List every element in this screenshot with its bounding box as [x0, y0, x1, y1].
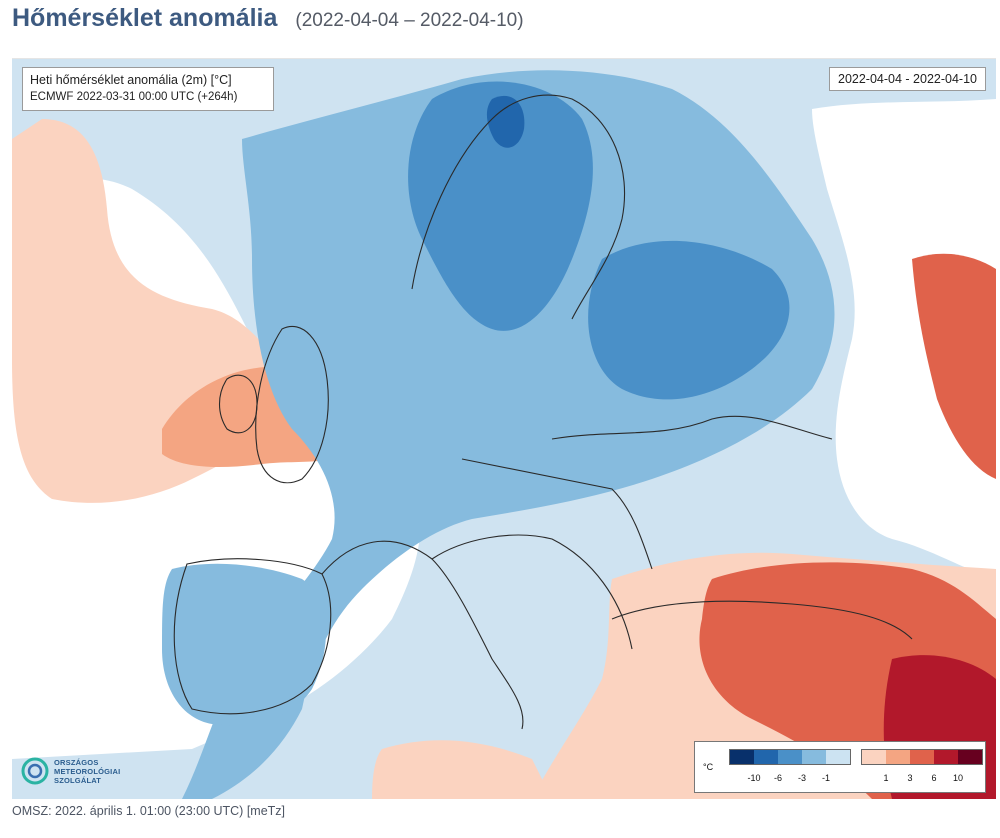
- legend-warm-tick-1: 3: [907, 773, 913, 783]
- legend-warm-swatch-3: [934, 750, 958, 764]
- legend-cold-tick-0: -10: [747, 773, 761, 783]
- norway-core-cold: [486, 95, 525, 148]
- map-date-box: 2022-04-04 - 2022-04-10: [829, 67, 986, 91]
- iberia-coast: [173, 558, 332, 715]
- coastlines-borders: [173, 94, 913, 730]
- legend-warm-bar: [861, 749, 983, 765]
- caucasus-warm-patch: [912, 253, 996, 479]
- footer-source: OMSZ: 2022. április 1. 01:00 (23:00 UTC)…: [12, 804, 286, 818]
- legend-warm-tick-3: 10: [952, 773, 964, 783]
- legend-cold-swatch-3: [802, 750, 826, 764]
- logo-line2: METEOROLÓGIAI: [54, 766, 121, 776]
- color-legend: °C -10 -6 -3 -1 1 3 6 10: [694, 741, 986, 793]
- legend-warm-tick-2: 6: [931, 773, 937, 783]
- north-africa-warm: [372, 740, 552, 799]
- italy-coast: [431, 558, 524, 730]
- map-info-title: Heti hőmérséklet anomália (2m) [°C]: [30, 73, 232, 87]
- anomaly-map[interactable]: Heti hőmérséklet anomália (2m) [°C] ECMW…: [12, 58, 996, 799]
- omsz-logo-icon: [21, 757, 49, 785]
- russia-neutral-zone: [812, 99, 996, 579]
- central-border: [461, 458, 653, 570]
- iberia-cold-zone: [162, 563, 326, 726]
- omsz-logo-text: ORSZÁGOS METEOROLÓGIAI SZOLGÁLAT: [54, 758, 120, 785]
- omsz-logo: ORSZÁGOS METEOROLÓGIAI SZOLGÁLAT: [20, 749, 144, 793]
- turkey-coast: [611, 600, 913, 640]
- page-title: Hőmérséklet anomália: [12, 4, 278, 32]
- mainland-coast: [321, 534, 633, 650]
- legend-warm-swatch-4: [958, 750, 982, 764]
- legend-cold-swatch-2: [778, 750, 802, 764]
- legend-warm-swatch-0: [862, 750, 886, 764]
- legend-warm-swatch-2: [910, 750, 934, 764]
- legend-unit: °C: [703, 762, 714, 772]
- scandinavia-coast: [411, 94, 626, 320]
- legend-cold-tick-2: -3: [797, 773, 807, 783]
- uk-coast: [255, 325, 329, 484]
- date-range-subtitle: (2022-04-04 – 2022-04-10): [295, 10, 524, 31]
- scandinavia-deep-cold: [408, 81, 593, 331]
- map-info-model-run: ECMWF 2022-03-31 00:00 UTC (+264h): [30, 91, 238, 103]
- ireland-coast: [218, 374, 258, 434]
- east-border: [551, 415, 833, 440]
- map-info-box: Heti hőmérséklet anomália (2m) [°C] ECMW…: [22, 67, 274, 111]
- legend-cold-swatch-4: [826, 750, 850, 764]
- legend-warm-tick-0: 1: [883, 773, 889, 783]
- russia-deep-cold: [588, 240, 790, 400]
- legend-cold-swatch-1: [754, 750, 778, 764]
- legend-cold-tick-3: -1: [821, 773, 831, 783]
- logo-line1: ORSZÁGOS: [54, 757, 99, 767]
- legend-cold-tick-1: -6: [773, 773, 783, 783]
- page-header: Hőmérséklet anomália (2022-04-04 – 2022-…: [12, 4, 524, 40]
- legend-warm-swatch-1: [886, 750, 910, 764]
- logo-line3: SZOLGÁLAT: [54, 775, 102, 785]
- legend-cold-bar: [729, 749, 851, 765]
- map-canvas: [12, 59, 996, 799]
- legend-cold-swatch-0: [730, 750, 754, 764]
